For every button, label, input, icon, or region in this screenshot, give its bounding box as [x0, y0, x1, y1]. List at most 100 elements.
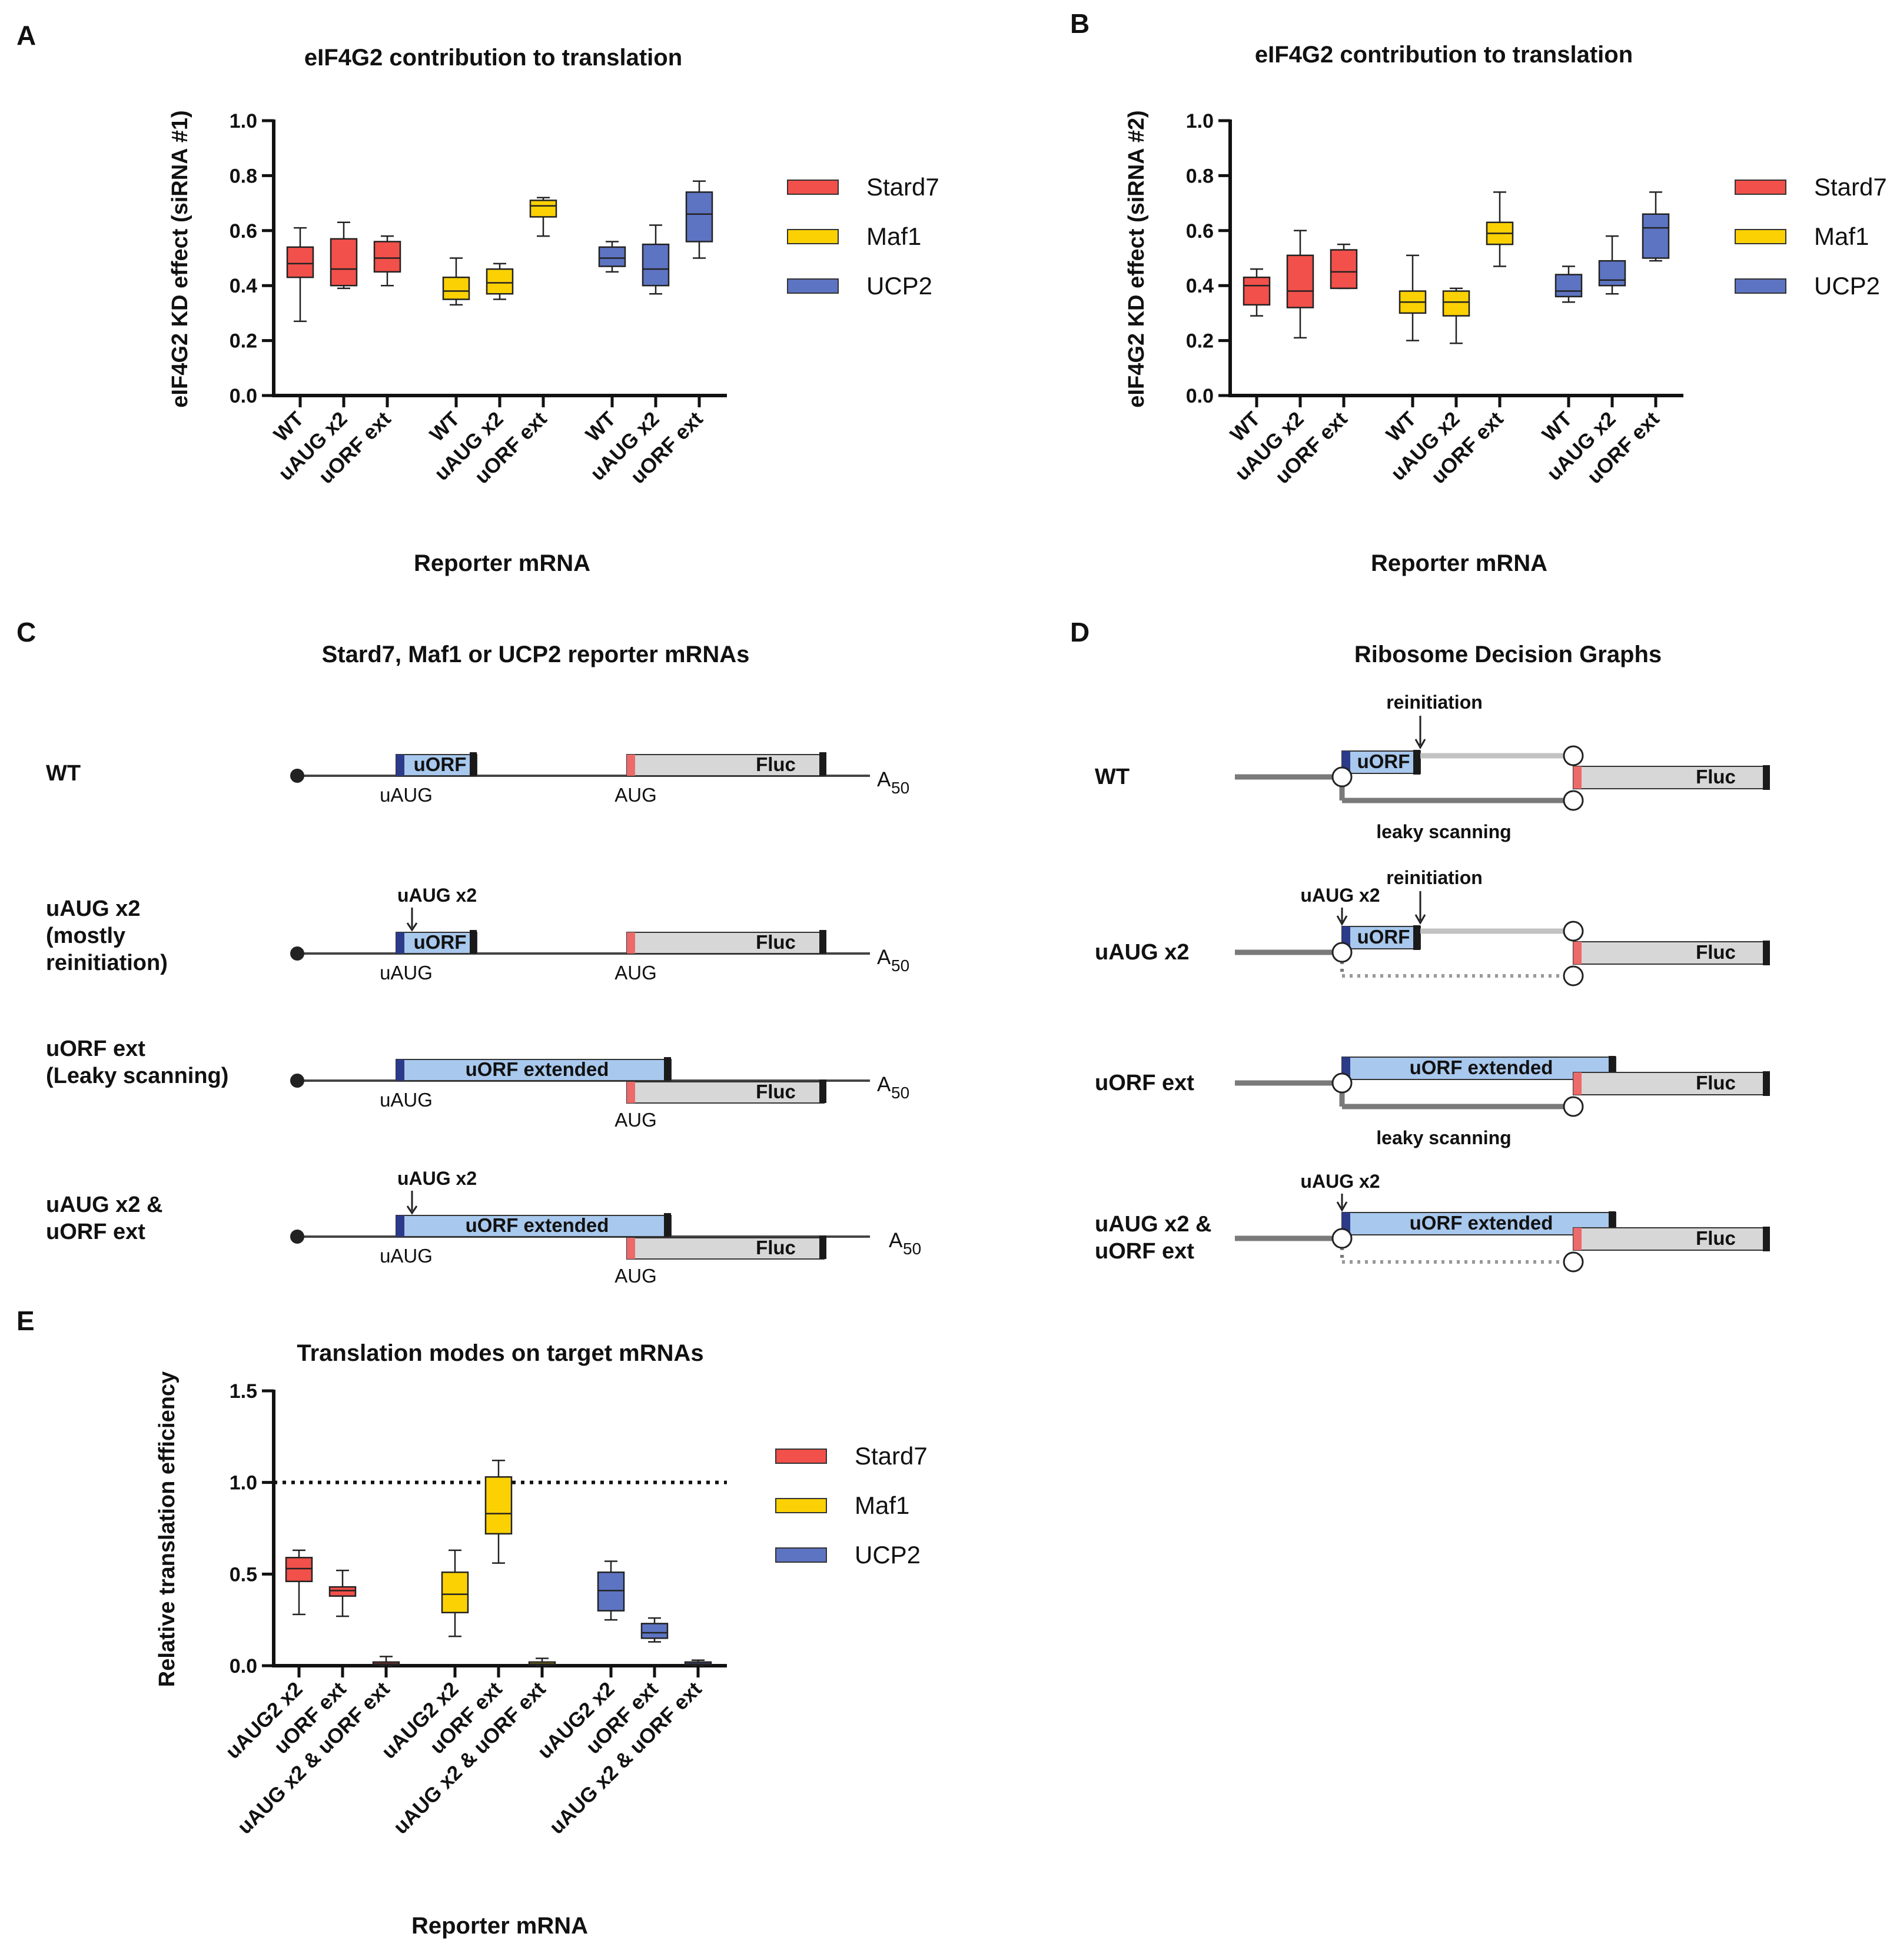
panel-d-row-1-top-note: reinitiation — [1386, 692, 1483, 713]
legend-b-swatch-ucp2 — [1735, 278, 1786, 294]
panel-c-row-3-aug-mark — [627, 1082, 635, 1103]
panel-d-row-1-main-node — [1563, 790, 1584, 811]
chart-e-y-tick-label: 0.5 — [230, 1563, 257, 1586]
legend-b: Stard7 Maf1 UCP2 — [1735, 173, 1887, 300]
panel-c-row-1-uorf-stop — [470, 752, 477, 776]
chart-e-y-tick-label: 1.0 — [230, 1472, 257, 1494]
panel-c-row-3-aug-label: AUG — [614, 1109, 657, 1131]
chart-a: 0.0 0.2 0.4 0.6 0.8 1.0 eIF4G2 KD effect (siRN… — [168, 110, 727, 489]
panel-d-row-2-uorf-text: uORF — [1357, 926, 1410, 948]
panel-c-row-4-fluc-stop — [819, 1235, 826, 1259]
chart-e-maf1-1-box — [441, 1571, 469, 1613]
legend-e-swatch-ucp2 — [775, 1547, 827, 1563]
panel-d-row-4-uorf-box — [1341, 1212, 1616, 1235]
panel-c-row-3-label: (Leaky scanning) — [46, 1064, 228, 1088]
panel-c-row-3-polya: A — [877, 1073, 891, 1096]
chart-a-maf1-1-box — [442, 276, 470, 300]
legend-e-label-maf1: Maf1 — [855, 1491, 909, 1519]
panel-d-row-2-reinit-node — [1563, 921, 1584, 942]
panel-letter-c: C — [16, 617, 36, 647]
panel-d-row-3-main-node — [1563, 1096, 1584, 1117]
legend-b-label-ucp2: UCP2 — [1814, 272, 1880, 300]
chart-e-maf1-2-box — [484, 1476, 513, 1535]
panel-d-row-3-fluc-text: Fluc — [1696, 1072, 1736, 1094]
panel-d-row-1-fluc-stop — [1763, 765, 1770, 790]
panel-d-row-3-fluc-box — [1573, 1072, 1768, 1095]
panel-d-row-4-main-node — [1563, 1251, 1584, 1273]
panel-c-row-1-label: WT — [46, 761, 81, 786]
panel-c-row-2-label: (mostly — [46, 923, 125, 948]
panel-c-row-2-arrow-head — [406, 922, 418, 932]
panel-d-row-4-label: uAUG x2 & — [1095, 1212, 1211, 1237]
panel-d-row-1-label: WT — [1095, 765, 1130, 789]
chart-a-y-tick-label: 0.0 — [230, 385, 257, 407]
chart-b-ucp2-2-box — [1598, 260, 1626, 287]
chart-b: 0.0 0.2 0.4 0.6 0.8 1.0 eIF4G2 KD effect (siRN… — [1124, 110, 1683, 489]
chart-b-ucp2-3-box — [1642, 213, 1670, 259]
chart-e-stard7-2-box — [328, 1586, 357, 1597]
legend-a-label-stard7: Stard7 — [866, 173, 939, 201]
legend-e-label-ucp2: UCP2 — [855, 1541, 921, 1569]
panel-letter-e: E — [16, 1305, 35, 1336]
legend-a-swatch-stard7 — [787, 180, 839, 195]
panel-d-row-1-aug-mark — [1573, 766, 1582, 789]
panel-c-row-2-uaug-label: uAUG — [380, 962, 433, 984]
legend-a: Stard7 Maf1 UCP2 — [787, 173, 939, 300]
chart-a-y-tick-label: 1.0 — [230, 110, 257, 132]
chart-a-stard7-2-box — [330, 238, 358, 287]
panel-c-row-4-uorf-start — [396, 1215, 404, 1237]
legend-a-label-ucp2: UCP2 — [866, 272, 932, 300]
panel-c-row-2-uorf-start — [396, 932, 404, 954]
chart-b-stard7-2-box — [1286, 254, 1314, 308]
panel-c-row-4-aug-label: AUG — [614, 1265, 657, 1287]
chart-e-y-tick-label: 1.5 — [230, 1380, 257, 1403]
panel-c-row-4-aug-mark — [627, 1238, 635, 1259]
chart-e-y-tick-label: 0.0 — [230, 1655, 257, 1677]
panel-c-row-1-aug-label: AUG — [614, 784, 657, 806]
chart-b-y-tick-label: 0.0 — [1186, 385, 1214, 407]
panel-d-row-4-arrow-note: uAUG x2 — [1300, 1171, 1380, 1192]
panel-d-row-4-label: uORF ext — [1095, 1239, 1194, 1264]
panel-c-row-2-fluc-text: Fluc — [756, 931, 796, 953]
panel-d-row-3-label: uORF ext — [1095, 1071, 1194, 1095]
chart-b-y-tick-label: 0.2 — [1186, 330, 1214, 353]
chart-b-y-tick-label: 0.4 — [1186, 275, 1214, 297]
panel-d-row-1-fluc-text: Fluc — [1696, 766, 1736, 788]
panel-c-title: Stard7, Maf1 or UCP2 reporter mRNAs — [322, 642, 750, 667]
chart-b-y-tick-label: 0.8 — [1186, 165, 1214, 187]
panel-c-row-4-label: uAUG x2 & — [46, 1192, 162, 1217]
chart-b-y-label: eIF4G2 KD effect (siRNA #2) — [1124, 110, 1149, 407]
panel-d-row-4-start-node — [1331, 1228, 1353, 1249]
chart-e-ucp2-1-box — [597, 1571, 625, 1612]
panel-d-row-2-label: uAUG x2 — [1095, 940, 1189, 965]
panel-c-row-4-polya-sub: 50 — [903, 1240, 921, 1258]
panel-d-row-4-aug-mark — [1573, 1228, 1582, 1250]
legend-e-swatch-stard7 — [775, 1449, 827, 1464]
panel-c-row-1-fluc-box — [626, 754, 825, 776]
panel-c-row-2-label: uAUG x2 — [46, 896, 140, 921]
panel-d-row-2-start-node — [1331, 942, 1353, 963]
panel-a-xlabel: Reporter mRNA — [414, 550, 590, 576]
panel-letter-d: D — [1070, 617, 1089, 647]
panel-d-row-2-top-arrow-head — [1414, 914, 1426, 925]
panel-d-row-2-fluc-stop — [1763, 941, 1770, 965]
panel-d-row-2-top-note: reinitiation — [1386, 867, 1483, 888]
chart-a-stard7-3-box — [373, 241, 401, 273]
panel-c-row-4-arrow-note: uAUG x2 — [397, 1168, 477, 1189]
panel-c-row-1-aug-mark — [627, 755, 635, 776]
panel-d-row-1-top-arrow-head — [1414, 739, 1426, 750]
panel-d-row-2-fluc-box — [1573, 941, 1768, 965]
panel-d-row-3-bottom-note: leaky scanning — [1376, 1127, 1511, 1148]
panel-d-row-3-start-node — [1331, 1072, 1353, 1094]
panel-d-row-4-fluc-text: Fluc — [1696, 1227, 1736, 1249]
legend-a-swatch-ucp2 — [787, 278, 839, 294]
panel-c-row-4-arrow-head — [406, 1205, 418, 1215]
panel-c-row-4-uorf-stop — [664, 1213, 671, 1237]
panel-d-row-2-main-node — [1563, 965, 1584, 986]
panel-d-row-3-aug-mark — [1573, 1072, 1582, 1095]
chart-b-y-tick-label: 0.6 — [1186, 220, 1214, 242]
chart-a-stard7-1-box — [286, 246, 314, 278]
panel-c-row-4-fluc-box — [626, 1237, 825, 1260]
chart-e-stard7-1-box — [285, 1557, 313, 1583]
legend-b-swatch-maf1 — [1735, 229, 1786, 244]
